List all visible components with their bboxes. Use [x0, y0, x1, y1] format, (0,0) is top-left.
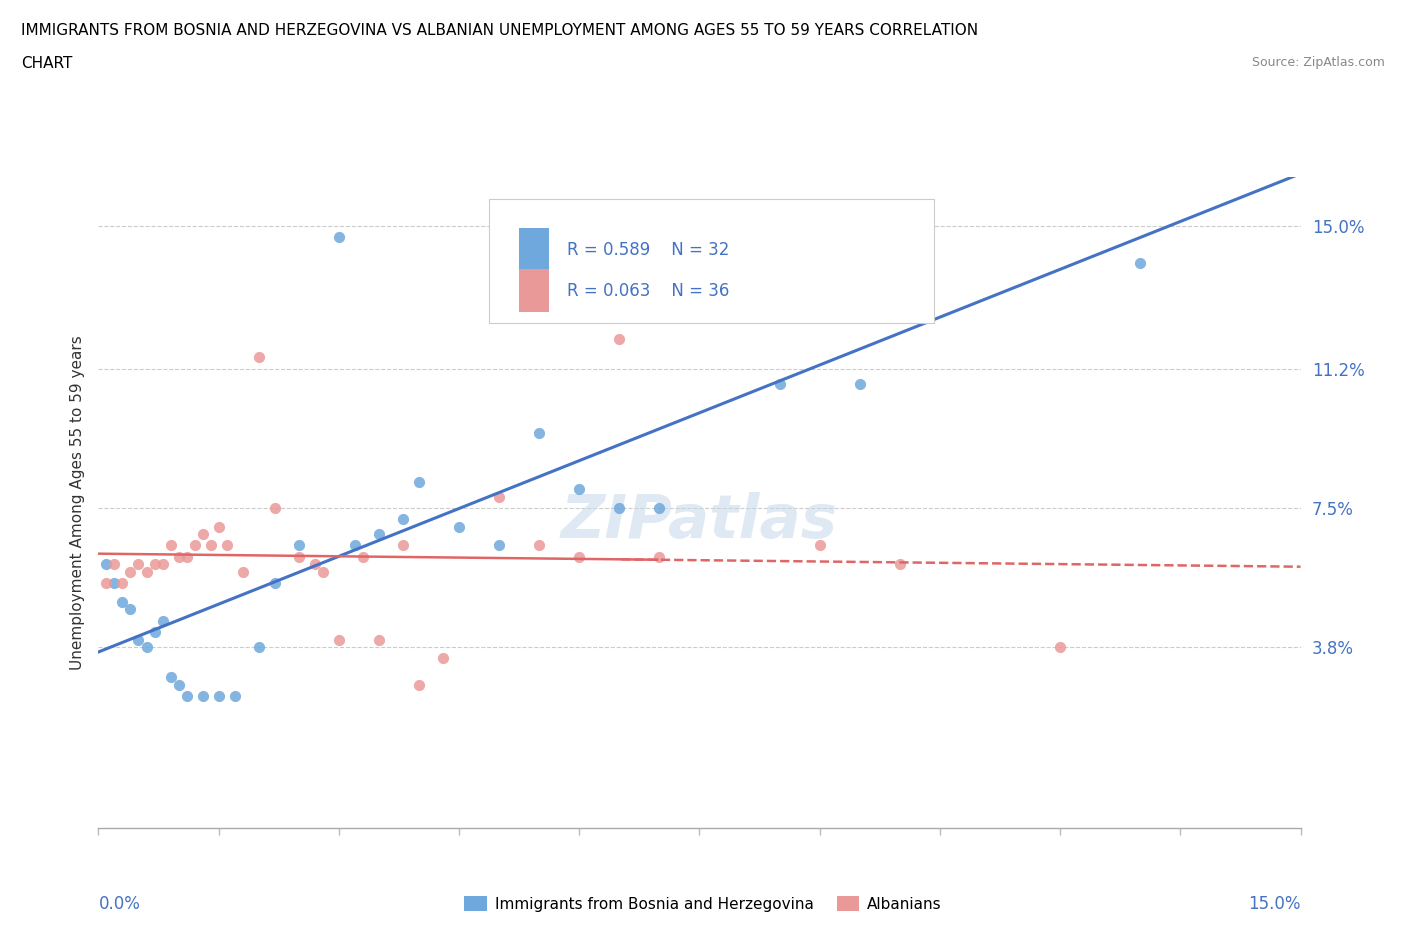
Point — [392, 512, 415, 526]
Point — [392, 538, 415, 553]
Point — [191, 526, 214, 541]
Point — [176, 688, 198, 703]
Point — [143, 625, 166, 640]
Point — [183, 538, 205, 553]
Point — [208, 519, 231, 534]
Point — [328, 230, 350, 245]
Point — [568, 550, 591, 565]
Point — [111, 594, 134, 609]
Point — [143, 557, 166, 572]
Point — [408, 474, 430, 489]
Point — [135, 640, 157, 655]
Point — [609, 331, 631, 346]
Point — [529, 538, 551, 553]
Point — [247, 350, 270, 365]
Point — [304, 557, 326, 572]
Point — [288, 538, 311, 553]
Point — [352, 550, 374, 565]
Point — [688, 226, 710, 241]
Point — [120, 565, 142, 579]
Point — [152, 557, 174, 572]
Point — [215, 538, 238, 553]
Point — [103, 557, 125, 572]
Point — [648, 500, 671, 515]
Text: R = 0.589    N = 32: R = 0.589 N = 32 — [567, 241, 730, 259]
Point — [191, 688, 214, 703]
Point — [167, 550, 190, 565]
Point — [159, 538, 181, 553]
Point — [368, 632, 391, 647]
Text: IMMIGRANTS FROM BOSNIA AND HERZEGOVINA VS ALBANIAN UNEMPLOYMENT AMONG AGES 55 TO: IMMIGRANTS FROM BOSNIA AND HERZEGOVINA V… — [21, 23, 979, 38]
Point — [224, 688, 246, 703]
Point — [135, 565, 157, 579]
Legend: Immigrants from Bosnia and Herzegovina, Albanians: Immigrants from Bosnia and Herzegovina, … — [458, 889, 948, 918]
Point — [120, 602, 142, 617]
Point — [768, 377, 790, 392]
Point — [568, 482, 591, 497]
Point — [648, 550, 671, 565]
Y-axis label: Unemployment Among Ages 55 to 59 years: Unemployment Among Ages 55 to 59 years — [69, 335, 84, 670]
Point — [488, 489, 510, 504]
Bar — [519, 270, 550, 312]
Point — [176, 550, 198, 565]
Point — [343, 538, 366, 553]
Text: 15.0%: 15.0% — [1249, 896, 1301, 913]
Point — [408, 677, 430, 692]
Point — [263, 576, 285, 591]
Bar — [519, 229, 550, 271]
Point — [103, 576, 125, 591]
Point — [96, 576, 118, 591]
Point — [96, 557, 118, 572]
Point — [529, 425, 551, 440]
Point — [247, 640, 270, 655]
Point — [889, 557, 911, 572]
Point — [808, 538, 831, 553]
Point — [288, 550, 311, 565]
Text: Source: ZipAtlas.com: Source: ZipAtlas.com — [1251, 56, 1385, 69]
Text: 0.0%: 0.0% — [98, 896, 141, 913]
Point — [1049, 640, 1071, 655]
Point — [128, 632, 150, 647]
Point — [488, 538, 510, 553]
Point — [159, 670, 181, 684]
Point — [328, 632, 350, 647]
FancyBboxPatch shape — [489, 200, 934, 324]
Point — [152, 613, 174, 628]
Point — [111, 576, 134, 591]
Point — [200, 538, 222, 553]
Point — [208, 688, 231, 703]
Point — [232, 565, 254, 579]
Point — [167, 677, 190, 692]
Point — [128, 557, 150, 572]
Point — [849, 377, 872, 392]
Point — [432, 651, 454, 666]
Point — [609, 500, 631, 515]
Point — [447, 519, 470, 534]
Text: CHART: CHART — [21, 56, 73, 71]
Text: R = 0.063    N = 36: R = 0.063 N = 36 — [567, 282, 730, 299]
Text: ZIPatlas: ZIPatlas — [561, 492, 838, 551]
Point — [263, 500, 285, 515]
Point — [312, 565, 335, 579]
Point — [1129, 256, 1152, 271]
Point — [368, 526, 391, 541]
